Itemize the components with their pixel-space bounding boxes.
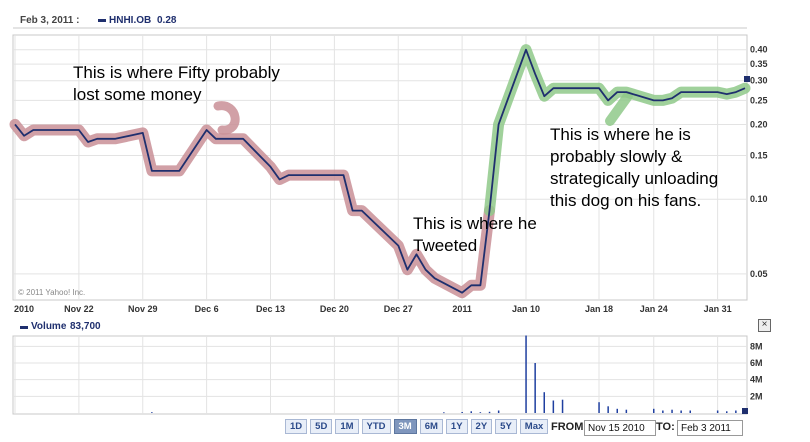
volume-bar bbox=[689, 410, 691, 413]
volume-y-tick-label: 2M bbox=[750, 391, 763, 401]
volume-bar bbox=[552, 400, 555, 413]
volume-plot-area bbox=[12, 335, 748, 415]
price-x-tick-label: 2011 bbox=[452, 304, 472, 314]
volume-bar bbox=[680, 410, 682, 413]
price-y-tick-label: 0.40 bbox=[750, 45, 768, 55]
range-button-5d[interactable]: 5D bbox=[310, 419, 333, 434]
legend-swatch bbox=[98, 19, 106, 22]
volume-bar bbox=[726, 411, 728, 413]
price-x-tick-label: Nov 29 bbox=[128, 304, 158, 314]
from-label: FROM: bbox=[551, 421, 588, 433]
volume-bar bbox=[598, 402, 600, 413]
annotation-fifty-loss: This is where Fifty probably lost some m… bbox=[73, 63, 280, 104]
price-series-line bbox=[14, 48, 746, 294]
price-x-tick-label: Dec 27 bbox=[384, 304, 413, 314]
volume-value: 83,700 bbox=[70, 321, 101, 332]
price-x-tick-label: Jan 18 bbox=[585, 304, 613, 314]
volume-bar bbox=[479, 412, 482, 413]
range-button-max[interactable]: Max bbox=[519, 419, 549, 434]
red-swirl-stroke bbox=[213, 101, 240, 135]
price-plot-area bbox=[12, 34, 748, 301]
volume-bar bbox=[735, 410, 737, 413]
volume-y-tick-label: 4M bbox=[750, 375, 763, 385]
volume-bar bbox=[461, 412, 463, 413]
volume-bar bbox=[525, 335, 527, 413]
volume-bar bbox=[662, 410, 664, 413]
price-y-axis: 0.05 0.10 0.15 0.20 0.25 0.30 0.35 0.40 bbox=[750, 45, 768, 279]
to-label: TO: bbox=[656, 421, 675, 433]
price-y-tick-label: 0.05 bbox=[750, 269, 768, 279]
volume-label: Volume bbox=[31, 321, 67, 332]
price-x-tick-label: Dec 20 bbox=[320, 304, 349, 314]
range-button-2y[interactable]: 2Y bbox=[470, 419, 493, 434]
volume-bar bbox=[534, 363, 536, 413]
price-x-tick-label: Nov 22 bbox=[64, 304, 94, 314]
volume-bar bbox=[653, 408, 655, 413]
volume-y-tick-label: 8M bbox=[750, 341, 763, 351]
range-button-1y[interactable]: 1Y bbox=[445, 419, 468, 434]
price-x-tick-label: Jan 10 bbox=[512, 304, 540, 314]
range-button-bar: 1D 5D 1M YTD 3M 6M 1Y 2Y 5Y Max bbox=[285, 419, 549, 434]
annotation-tweeted: This is where he Tweeted bbox=[413, 214, 537, 255]
price-y-tick-label: 0.20 bbox=[750, 119, 768, 129]
to-date-input[interactable] bbox=[677, 420, 743, 436]
volume-y-axis: 2M 4M 6M 8M bbox=[750, 341, 763, 401]
range-button-6m[interactable]: 6M bbox=[419, 419, 443, 434]
volume-bar bbox=[716, 410, 719, 413]
close-icon[interactable]: × bbox=[758, 319, 771, 332]
range-button-1d[interactable]: 1D bbox=[285, 419, 308, 434]
volume-bar bbox=[561, 399, 564, 413]
price-y-tick-label: 0.10 bbox=[750, 194, 768, 204]
range-button-3m[interactable]: 3M bbox=[393, 419, 417, 434]
price-x-axis: 2010 Nov 22 Nov 29 Dec 6 Dec 13 Dec 20 Dec 27 2… bbox=[14, 304, 732, 314]
price-y-tick-label: 0.25 bbox=[750, 95, 768, 105]
current-price-marker bbox=[744, 76, 750, 82]
price-line-group bbox=[14, 48, 746, 294]
volume-gridlines bbox=[13, 336, 747, 414]
price-gridlines bbox=[13, 35, 747, 300]
volume-bar bbox=[497, 410, 500, 413]
volume-bar bbox=[607, 406, 609, 413]
header-date: Feb 3, 2011 : bbox=[20, 15, 80, 26]
price-x-tick-label: Dec 6 bbox=[195, 304, 219, 314]
price-x-tick-label: 2010 bbox=[14, 304, 34, 314]
volume-bar bbox=[443, 412, 445, 414]
price-x-tick-label: Dec 13 bbox=[256, 304, 285, 314]
copyright-text: © 2011 Yahoo! Inc. bbox=[18, 288, 86, 297]
volume-legend-swatch bbox=[20, 326, 28, 329]
volume-bar bbox=[625, 409, 628, 413]
price-y-tick-label: 0.35 bbox=[750, 59, 768, 69]
volume-bar bbox=[470, 411, 472, 413]
volume-bar bbox=[616, 408, 618, 413]
price-x-tick-label: Jan 31 bbox=[704, 304, 732, 314]
volume-y-tick-label: 6M bbox=[750, 358, 763, 368]
price-y-tick-label: 0.15 bbox=[750, 150, 768, 160]
volume-bar bbox=[151, 412, 153, 413]
annotation-unloading: This is where he is probably slowly & st… bbox=[550, 125, 719, 210]
range-button-ytd[interactable]: YTD bbox=[361, 419, 391, 434]
volume-bars bbox=[151, 335, 746, 414]
price-x-tick-label: Jan 24 bbox=[640, 304, 668, 314]
current-volume-marker bbox=[742, 408, 748, 414]
header-ticker-label: HNHI.OB bbox=[109, 15, 152, 26]
range-button-5y[interactable]: 5Y bbox=[495, 419, 517, 434]
volume-bar bbox=[671, 409, 673, 413]
range-button-1m[interactable]: 1M bbox=[335, 419, 359, 434]
volume-bar bbox=[488, 411, 491, 414]
header-ticker-value: 0.28 bbox=[157, 15, 177, 26]
from-date-input[interactable] bbox=[584, 420, 656, 436]
price-y-tick-label: 0.30 bbox=[750, 76, 768, 86]
volume-bar bbox=[543, 392, 545, 413]
green-pointer-stroke bbox=[605, 91, 633, 126]
